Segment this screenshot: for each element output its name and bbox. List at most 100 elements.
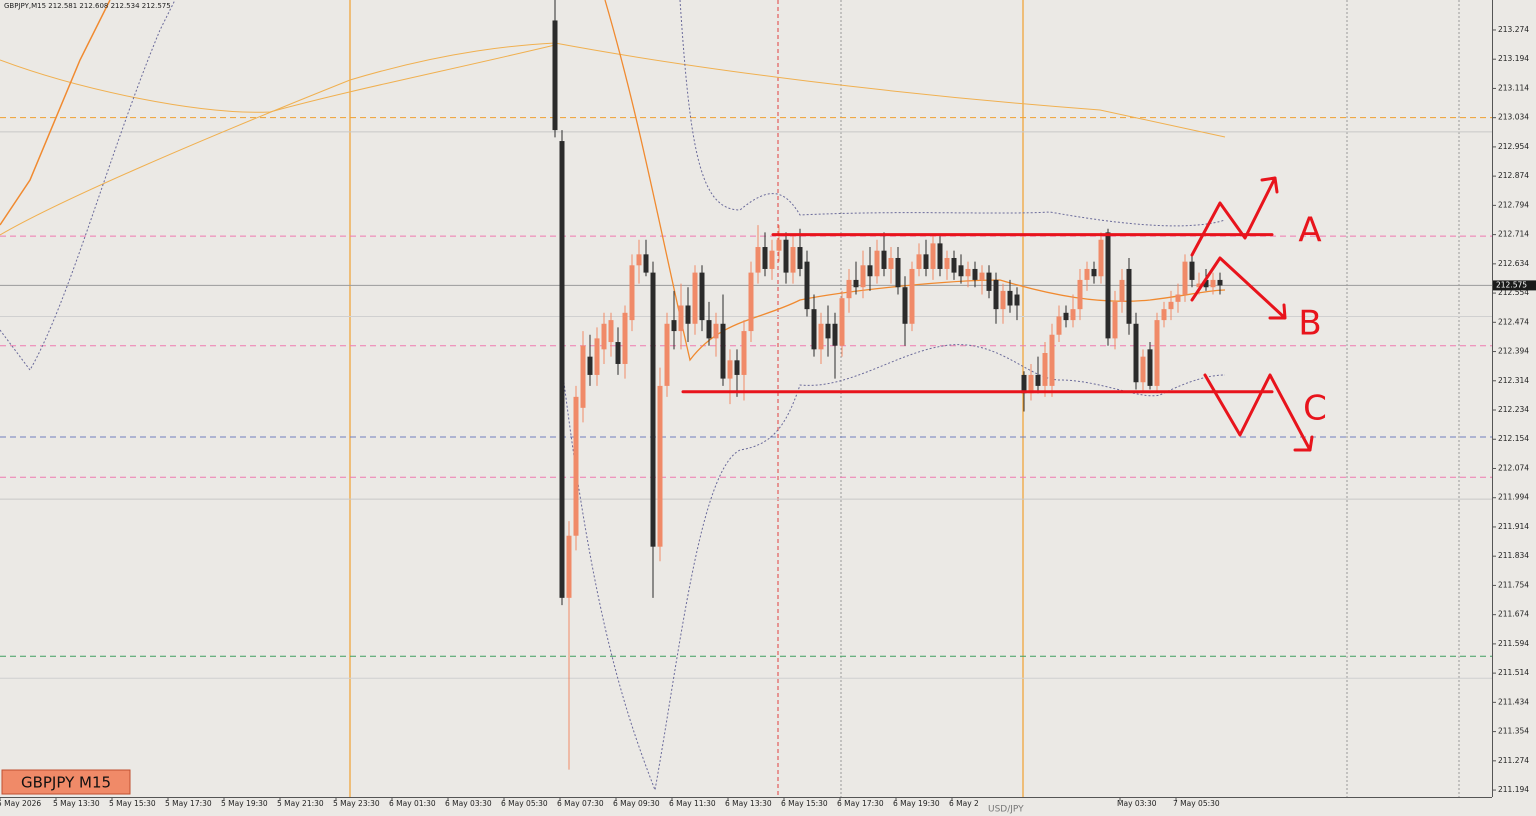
candle-body — [1070, 309, 1076, 321]
candle-body — [769, 250, 775, 269]
arrow-zigzag — [1203, 373, 1314, 452]
x-tick-label: 5 May 15:30 — [109, 799, 156, 808]
candle-body — [1154, 320, 1160, 386]
candle-body — [1133, 323, 1139, 383]
candles — [552, 0, 1223, 770]
candle-body — [1196, 283, 1202, 288]
chart-title: GBPJPY,M15 212.581 212.608 212.534 212.5… — [4, 2, 171, 10]
candle-body — [664, 323, 670, 386]
candle-body — [601, 323, 607, 350]
x-tick-label: 5 May 23:30 — [333, 799, 380, 808]
candle-body — [678, 305, 684, 332]
candle-body — [1028, 374, 1034, 394]
annotation-letter: B — [1298, 304, 1321, 344]
y-tick-label: 213.114 — [1498, 83, 1529, 92]
last-price-label: 212.575 — [1496, 280, 1527, 289]
x-tick-label: 6 May 09:30 — [613, 799, 660, 808]
candle-body — [797, 247, 803, 269]
symbol-label: GBPJPY M15 — [21, 774, 111, 792]
candle-body — [755, 247, 761, 273]
arrow-down — [1190, 256, 1287, 320]
candle-body — [566, 535, 572, 598]
candle-body — [811, 309, 817, 350]
price-axis: 213.274 213.194 213.114 213.034 212.954 212.8… — [1492, 25, 1536, 794]
x-tick-label: 6 May 05:30 — [501, 799, 548, 808]
x-tick-label: 5 May 2026 — [0, 799, 41, 808]
y-tick-label: 211.354 — [1498, 727, 1529, 736]
x-tick-label: 5 May 21:30 — [277, 799, 324, 808]
candle-body — [1168, 301, 1174, 310]
candle-body — [832, 323, 838, 346]
candle-body — [804, 261, 810, 310]
candle-body — [685, 305, 691, 324]
candle-body — [643, 254, 649, 273]
candle-body — [1112, 301, 1118, 339]
candle-body — [1042, 353, 1048, 386]
annotation-letter: C — [1303, 389, 1327, 429]
candle-body — [1077, 279, 1083, 310]
y-tick-label: 212.474 — [1498, 317, 1529, 326]
y-tick-label: 211.914 — [1498, 522, 1529, 531]
candle-body — [972, 268, 978, 280]
candle-body — [923, 254, 929, 269]
candle-body — [965, 268, 971, 277]
candle-body — [762, 247, 768, 269]
y-tick-label: 211.834 — [1498, 551, 1529, 560]
y-tick-label: 211.514 — [1498, 668, 1529, 677]
candle-body — [860, 265, 866, 288]
y-tick-label: 212.314 — [1498, 376, 1529, 385]
x-tick-label: 5 May 19:30 — [221, 799, 268, 808]
x-tick-label: 6 May 17:30 — [837, 799, 884, 808]
candle-body — [790, 247, 796, 273]
y-tick-label: 211.674 — [1498, 610, 1529, 619]
candle-body — [1175, 294, 1181, 302]
candle-body — [636, 254, 642, 266]
candle-body — [1007, 290, 1013, 306]
candle-body — [993, 279, 999, 310]
moving-average — [0, 0, 111, 226]
indicators — [0, 0, 1226, 792]
candle-body — [748, 272, 754, 332]
candle-body — [552, 20, 558, 131]
candle-body — [1105, 232, 1111, 339]
candle-body — [846, 279, 852, 299]
y-tick-label: 211.434 — [1498, 697, 1529, 706]
x-tick-label: 6 May 01:30 — [389, 799, 436, 808]
candle-body — [867, 265, 873, 277]
candle-body — [916, 254, 922, 269]
candle-body — [1056, 316, 1062, 335]
y-tick-label: 211.194 — [1498, 785, 1529, 794]
candle-body — [1119, 279, 1125, 302]
candle-body — [741, 331, 747, 375]
x-tick-label: 6 May 11:30 — [669, 799, 716, 808]
y-tick-label: 212.714 — [1498, 230, 1529, 239]
y-tick-label: 211.594 — [1498, 639, 1529, 648]
candle-body — [783, 239, 789, 273]
candle-body — [692, 272, 698, 324]
candle-body — [608, 320, 614, 343]
candle-body — [1203, 279, 1209, 288]
candle-body — [1049, 334, 1055, 386]
candle-body — [615, 342, 621, 364]
candle-body — [1126, 268, 1132, 324]
candle-body — [650, 272, 656, 547]
arrow-up — [1190, 176, 1279, 257]
candle-body — [1161, 309, 1167, 321]
y-tick-label: 212.794 — [1498, 200, 1529, 209]
candle-body — [699, 272, 705, 321]
candle-body — [1035, 374, 1041, 386]
candle-body — [881, 250, 887, 269]
candle-body — [1189, 261, 1195, 280]
candle-body — [671, 320, 677, 332]
y-tick-label: 212.154 — [1498, 434, 1529, 443]
candle-body — [573, 396, 579, 536]
candle-body — [895, 257, 901, 288]
x-tick-label: May 03:30 — [1117, 799, 1157, 808]
y-tick-label: 213.274 — [1498, 25, 1529, 34]
plot-area — [0, 0, 1492, 797]
candle-body — [818, 323, 824, 350]
candle-body — [1210, 279, 1216, 288]
y-tick-label: 213.194 — [1498, 54, 1529, 63]
y-tick-label: 211.274 — [1498, 756, 1529, 765]
